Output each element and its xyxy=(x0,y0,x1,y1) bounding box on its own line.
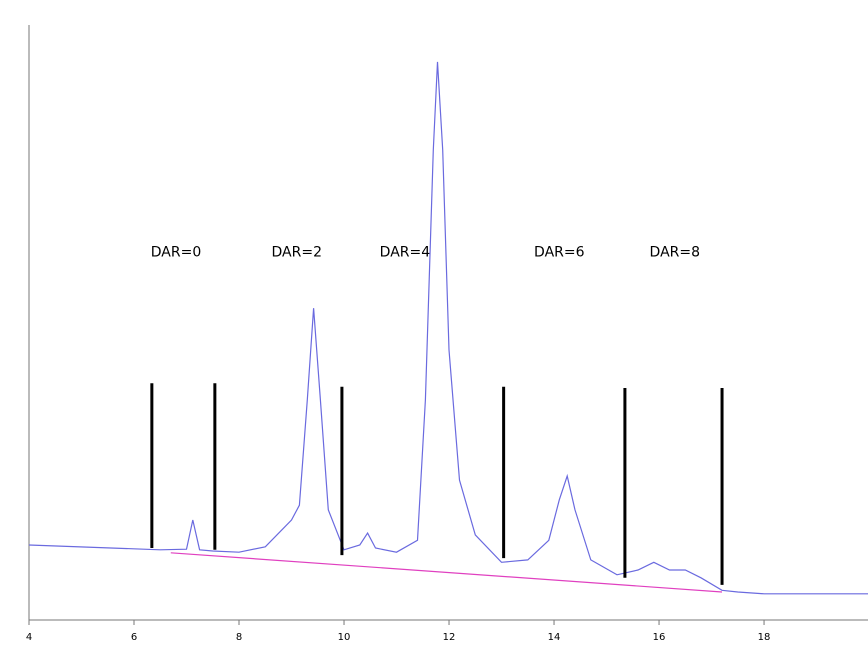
x-tick-label: 4 xyxy=(26,632,32,643)
annotation: DAR=0 xyxy=(151,244,201,260)
annotation: DAR=6 xyxy=(534,244,585,260)
annotation: DAR=4 xyxy=(380,244,431,260)
x-tick-label: 14 xyxy=(548,632,561,643)
annotation: DAR=8 xyxy=(650,244,700,260)
trace-line xyxy=(28,61,868,595)
x-tick-label: 8 xyxy=(236,632,242,643)
x-tick-label: 6 xyxy=(131,632,137,643)
x-tick-label: 16 xyxy=(653,632,666,643)
annotation: DAR=2 xyxy=(272,244,322,260)
trace-line xyxy=(170,552,723,593)
x-tick-label: 12 xyxy=(443,632,456,643)
x-tick-label: 18 xyxy=(758,632,771,643)
x-tick-label: 10 xyxy=(338,632,351,643)
